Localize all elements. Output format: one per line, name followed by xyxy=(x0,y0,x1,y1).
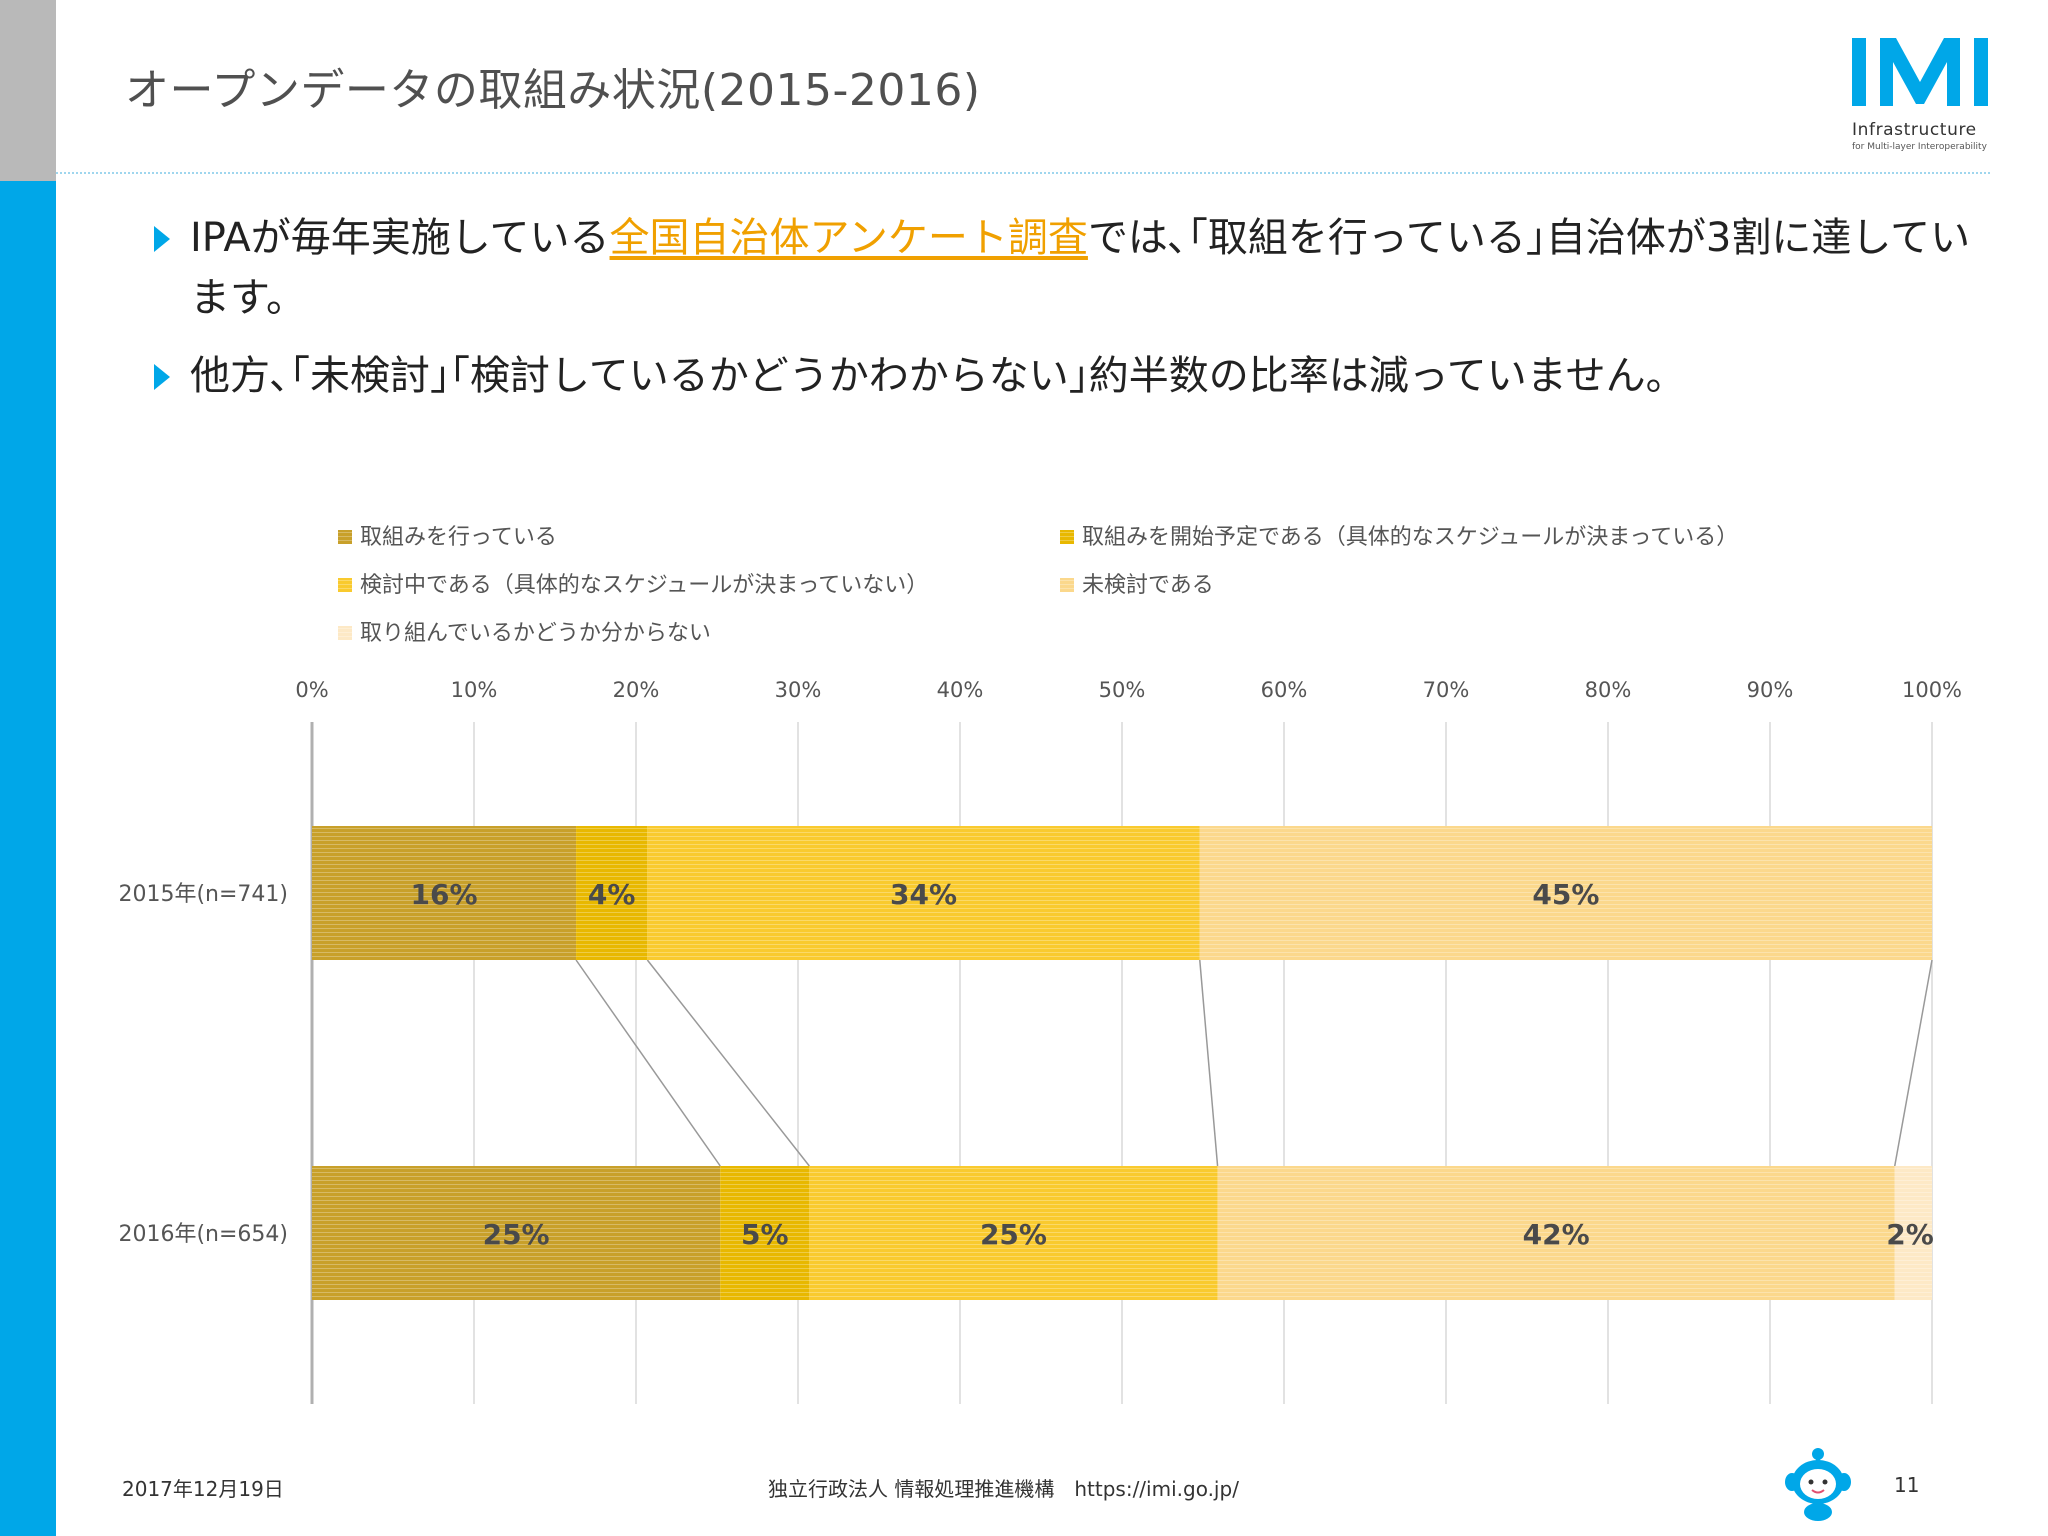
logo-tagline-small: for Multi-layer Interoperability xyxy=(1852,142,1987,152)
series-line xyxy=(1199,959,1219,1167)
footer-organization: 独立行政法人 情報処理推進機構 https://imi.go.jp/ xyxy=(768,1477,1239,1501)
bar-segment-texture xyxy=(1199,826,1932,960)
data-label: 45% xyxy=(1532,878,1599,911)
legend-entry: 検討中である（具体的なスケジュールが決まっていない） xyxy=(360,573,928,598)
x-tick-label: 60% xyxy=(1261,678,1308,702)
bullet-item: 他方､｢未検討｣｢検討しているかどうかわからない｣約半数の比率は減っていません。 xyxy=(152,346,1982,406)
series-line xyxy=(646,959,810,1167)
x-tick-label: 100% xyxy=(1902,678,1962,702)
series-line xyxy=(1894,959,1933,1167)
data-label: 42% xyxy=(1523,1218,1590,1251)
legend-swatch-texture xyxy=(1060,530,1074,544)
y-category-label: 2015年(n=741) xyxy=(118,882,288,907)
bullet-item: IPAが毎年実施している全国自治体アンケート調査では､｢取組を行っている｣自治体… xyxy=(152,208,1982,328)
page-title: オープンデータの取組み状況(2015-2016) xyxy=(125,65,981,116)
mascot-icon xyxy=(1785,1448,1851,1521)
data-label: 34% xyxy=(890,878,957,911)
x-tick-label: 80% xyxy=(1585,678,1632,702)
x-tick-label: 10% xyxy=(451,678,498,702)
x-tick-label: 50% xyxy=(1099,678,1146,702)
bullet-text: 他方､｢未検討｣｢検討しているかどうかわからない｣約半数の比率は減っていません。 xyxy=(190,353,1686,399)
legend-swatch-texture xyxy=(338,578,352,592)
legend-swatch-texture xyxy=(338,626,352,640)
data-label: 16% xyxy=(411,878,478,911)
header-divider xyxy=(56,172,1990,174)
page-number: 11 xyxy=(1894,1473,1920,1497)
legend-entry: 取組みを行っている xyxy=(360,525,557,550)
bar-segment-texture xyxy=(312,1166,721,1300)
y-category-label: 2016年(n=654) xyxy=(118,1222,288,1247)
y-axis-labels: 2015年(n=741) 2016年(n=654) xyxy=(118,882,288,1247)
x-tick-label: 30% xyxy=(775,678,822,702)
bar-segment-texture xyxy=(1894,1166,1932,1300)
legend-entry: 取り組んでいるかどうか分からない xyxy=(360,621,711,646)
data-label: 2% xyxy=(1886,1218,1934,1251)
bars xyxy=(312,826,1932,1300)
x-tick-label: 70% xyxy=(1423,678,1470,702)
imi-logo: Infrastructure for Multi-layer Interoper… xyxy=(1852,36,1990,158)
data-label: 4% xyxy=(588,878,636,911)
bullet-arrow-icon xyxy=(154,226,170,252)
x-tick-label: 0% xyxy=(295,678,328,702)
bar-segment-texture xyxy=(576,826,648,960)
bar-segment-texture xyxy=(809,1166,1218,1300)
bar-segment-texture xyxy=(312,826,577,960)
imi-logo-letters xyxy=(1852,38,1988,106)
bullet-list: IPAが毎年実施している全国自治体アンケート調査では､｢取組を行っている｣自治体… xyxy=(152,208,1982,424)
legend-entry: 未検討である xyxy=(1082,573,1214,598)
logo-tagline: Infrastructure xyxy=(1852,120,1977,140)
bullet-arrow-icon xyxy=(154,364,170,390)
x-tick-label: 40% xyxy=(937,678,984,702)
sidebar-accent-gray xyxy=(0,0,56,181)
data-labels: 16% 4% 34% 45% 25% 5% 25% 42% 2% xyxy=(411,878,1934,1251)
x-axis-ticks: 0% 10% 20% 30% 40% 50% 60% 70% 80% 90% 100% xyxy=(295,678,1962,702)
chart-legend: 取組みを行っている 取組みを開始予定である（具体的なスケジュールが決まっている） 検… xyxy=(338,525,1738,646)
footer-date: 2017年12月19日 xyxy=(122,1477,284,1501)
bar-segment-texture xyxy=(720,1166,810,1300)
survey-link[interactable]: 全国自治体アンケート調査 xyxy=(609,215,1088,261)
sidebar-accent-blue xyxy=(0,181,56,1536)
data-label: 5% xyxy=(741,1218,789,1251)
series-lines xyxy=(575,959,1933,1167)
bullet-text: IPAが毎年実施している xyxy=(190,215,610,261)
data-label: 25% xyxy=(980,1218,1047,1251)
x-tick-label: 90% xyxy=(1747,678,1794,702)
bullet-text: では､｢取組を行っている｣自治体が3割に達しています。 xyxy=(190,215,1971,321)
legend-entry: 取組みを開始予定である（具体的なスケジュールが決まっている） xyxy=(1082,525,1738,550)
gridlines xyxy=(310,722,1933,1404)
legend-swatch-texture xyxy=(1060,578,1074,592)
legend-swatch-texture xyxy=(338,530,352,544)
x-tick-label: 20% xyxy=(613,678,660,702)
data-label: 25% xyxy=(483,1218,550,1251)
series-line xyxy=(575,959,721,1167)
bar-segment-texture xyxy=(647,826,1200,960)
bar-segment-texture xyxy=(1217,1166,1895,1300)
